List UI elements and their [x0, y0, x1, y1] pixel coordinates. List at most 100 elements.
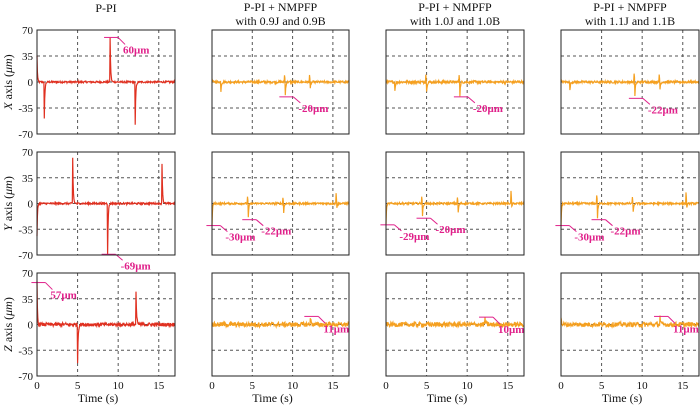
x-tick-label: 0: [209, 380, 215, 392]
annotation-label: -20μm: [473, 103, 503, 115]
y-tick-label: 0: [28, 320, 34, 332]
annotation-leader: [467, 96, 476, 104]
y-axis-label: Z axis (μm): [1, 297, 15, 352]
y-tick-label: 70: [22, 25, 34, 37]
x-axis-label: Time (s): [602, 391, 643, 405]
annotation-label: -22μm: [261, 226, 291, 238]
annotation-leader: [117, 37, 126, 45]
annotation-label: 10μm: [498, 324, 524, 336]
annotation-label: 11μm: [673, 323, 699, 335]
annotation-leader: [255, 219, 264, 227]
panel-x-axis-nmpfp-1.0: -20μm: [385, 29, 525, 135]
panel-z-axis-nmpfp-0.9: 11μm 0 5 10 15 Time (s): [209, 272, 350, 405]
column-title: P-PI + NMPFP: [593, 0, 667, 14]
annotation-label: -30μm: [225, 232, 255, 244]
y-tick-label: 35: [22, 294, 34, 306]
data-series-line: [560, 73, 700, 97]
plot-frame: [560, 29, 700, 135]
panel-y-axis-p-pi: -69μm 70 35 0 -35 -70: [18, 147, 176, 272]
plot-frame: [560, 272, 700, 377]
annotation-label: -20μm: [436, 224, 466, 236]
x-tick-label: 10: [637, 380, 649, 392]
annotation-label: -22μm: [611, 226, 641, 238]
annotation-label: 57μm: [50, 290, 76, 302]
x-tick-label: 10: [287, 380, 299, 392]
panel-z-axis-nmpfp-1.0: 10μm 0 5 10 15 Time (s): [383, 272, 525, 405]
axis-text: axis (: [1, 316, 15, 345]
plot-frame: [211, 151, 350, 256]
column-title: with 0.9J and 0.9B: [235, 14, 325, 28]
column-title: with 1.0J and 1.0B: [410, 14, 500, 28]
annotation-leader: [667, 316, 676, 324]
plot-frame: [211, 29, 350, 135]
data-series-line: [560, 315, 700, 329]
axis-unit: μm: [1, 58, 15, 74]
annotation-leader: [45, 282, 53, 290]
panel-y-axis-nmpfp-0.9: -30μm -22μm: [206, 151, 350, 256]
x-axis-label: Time (s): [252, 391, 293, 405]
column-title: P-PI + NMPFP: [244, 0, 318, 14]
annotation-leader: [430, 217, 438, 225]
panel-y-axis-nmpfp-1.1: -30μm -22μm: [555, 151, 700, 256]
x-tick-label: 5: [75, 380, 81, 392]
axis-letter: Y: [1, 223, 15, 231]
plot-frame: [560, 151, 700, 256]
y-tick-label: -35: [18, 224, 33, 236]
data-series-line: [211, 193, 350, 226]
x-tick-label: 15: [502, 380, 514, 392]
axis-unit: μm: [1, 301, 15, 317]
annotation-label: -30μm: [574, 232, 604, 244]
column-title: P-PI + NMPFP: [418, 0, 492, 14]
plot-frame: [36, 151, 176, 256]
x-tick-label: 15: [153, 380, 165, 392]
x-tick-label: 10: [462, 380, 474, 392]
annotation-leader: [492, 316, 501, 325]
panel-x-axis-nmpfp-1.1: -22μm: [560, 29, 700, 135]
y-tick-label: 0: [28, 77, 34, 89]
annotation-label: -20μm: [298, 103, 328, 115]
axis-letter: Z: [1, 345, 15, 352]
data-series-line: [211, 318, 350, 329]
plot-frame: [385, 151, 525, 256]
x-tick-label: 15: [677, 380, 689, 392]
data-series-line: [385, 317, 525, 329]
x-tick-label: 5: [424, 380, 430, 392]
annotation-leader: [642, 97, 651, 105]
plot-frame: [36, 29, 176, 135]
x-tick-label: 15: [327, 380, 339, 392]
column-title: P-PI: [95, 1, 116, 15]
y-tick-label: 70: [22, 147, 34, 159]
axis-letter: X: [1, 102, 15, 111]
data-series-line: [36, 157, 176, 255]
y-tick-label: 35: [22, 173, 34, 185]
panel-x-axis-p-pi: 60μm 70 35 0 -35 -70: [18, 25, 176, 141]
data-series-line: [211, 74, 350, 96]
annotation-label: 60μm: [123, 44, 149, 56]
y-tick-label: -35: [18, 103, 33, 115]
y-tick-label: 35: [22, 51, 34, 63]
data-series-line: [36, 281, 176, 364]
annotation-leader: [293, 96, 301, 104]
axis-unit: μm: [1, 180, 15, 196]
panel-x-axis-nmpfp-0.9: -20μm: [211, 29, 350, 135]
x-tick-label: 5: [599, 380, 605, 392]
x-axis-label: Time (s): [427, 391, 468, 405]
annotation-label: 11μm: [323, 323, 349, 335]
axis-close: ): [1, 176, 15, 180]
panel-y-axis-nmpfp-1.0: -29μm -20μm: [380, 151, 525, 256]
plot-frame: [385, 29, 525, 135]
annotation-leader: [569, 225, 577, 232]
y-axis-label: Y axis (μm): [1, 176, 15, 231]
y-tick-label: 70: [22, 268, 34, 280]
y-axis-label: X axis (μm): [1, 54, 15, 110]
axis-text: axis (: [1, 73, 15, 102]
axis-text: axis (: [1, 195, 15, 224]
axis-close: ): [1, 54, 15, 58]
x-tick-label: 0: [558, 380, 564, 392]
x-tick-label: 5: [250, 380, 256, 392]
annotation-leader: [605, 219, 613, 227]
data-series-line: [36, 37, 176, 125]
annotation-leader: [394, 224, 402, 232]
